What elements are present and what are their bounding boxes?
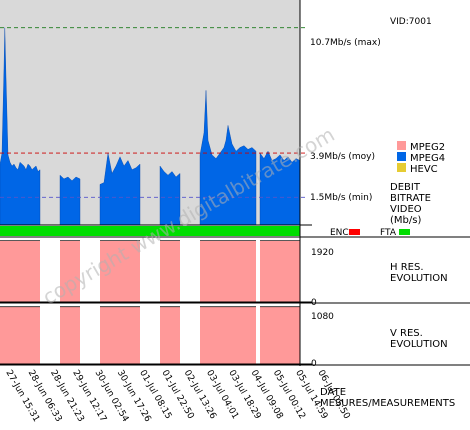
ylabel-line-1: DEBIT [390, 182, 421, 193]
vres-bar-3 [100, 306, 140, 364]
vres-side-line-2: EVOLUTION [390, 339, 448, 350]
hres-top-label: 1920 [311, 248, 334, 258]
legend-swatch-hevc [397, 163, 406, 172]
vres-bar-6 [260, 306, 300, 364]
ref-label-moy: 3.9Mb/s (moy) [310, 152, 375, 162]
enc-swatch [349, 229, 360, 235]
vres-bar-4 [160, 306, 180, 364]
legend-swatch-mpeg2 [397, 141, 406, 150]
vres-side-line-1: V RES. [390, 328, 423, 339]
xlabel-line-2: MESURES/MEASUREMENTS [320, 398, 455, 409]
enc-fta-bar [0, 226, 300, 236]
hres-bar-6 [260, 240, 300, 302]
vres-top-label: 1080 [311, 312, 334, 322]
vid-label: VID:7001 [390, 17, 432, 27]
hres-zero-label: 0 [311, 298, 317, 308]
ref-label-min: 1.5Mb/s (min) [310, 193, 372, 203]
fta-label: FTA [380, 228, 397, 238]
ylabel-line-4: (Mb/s) [390, 215, 421, 226]
vres-bar-1 [0, 306, 40, 364]
hres-bar-4 [160, 240, 180, 302]
legend-label-mpeg2: MPEG2 [410, 142, 445, 153]
fta-swatch [399, 229, 410, 235]
hres-bar-1 [0, 240, 40, 302]
vres-bar-2 [60, 306, 80, 364]
legend-label-mpeg4: MPEG4 [410, 153, 445, 164]
hres-bar-3 [100, 240, 140, 302]
bitrate-area-segment-1 [0, 27, 41, 226]
hres-bar-2 [60, 240, 80, 302]
xlabel-line-1: DATE [320, 387, 346, 398]
legend-swatch-mpeg4 [397, 152, 406, 161]
ref-label-max: 10.7Mb/s (max) [310, 38, 381, 48]
legend-label-hevc: HEVC [410, 164, 438, 175]
ylabel-line-3: VIDEO [390, 204, 422, 215]
ylabel-line-2: BITRATE [390, 193, 431, 204]
bitrate-area-segment-2 [59, 174, 81, 226]
bitrate-area-segment-5 [199, 90, 257, 226]
vres-series [0, 306, 300, 364]
reference-lines [0, 27, 308, 198]
hres-side-line-1: H RES. [390, 262, 424, 273]
hres-series [0, 240, 300, 302]
vres-bar-5 [200, 306, 256, 364]
enc-label: ENC [330, 228, 349, 238]
bitrate-area-segment-4 [159, 165, 181, 226]
hres-side-line-2: EVOLUTION [390, 273, 448, 284]
hres-bar-5 [200, 240, 256, 302]
vres-zero-label: 0 [311, 359, 317, 369]
bitrate-area-segment-6 [259, 150, 301, 226]
bitrate-series [0, 27, 301, 226]
bitrate-area-segment-3 [99, 153, 141, 226]
